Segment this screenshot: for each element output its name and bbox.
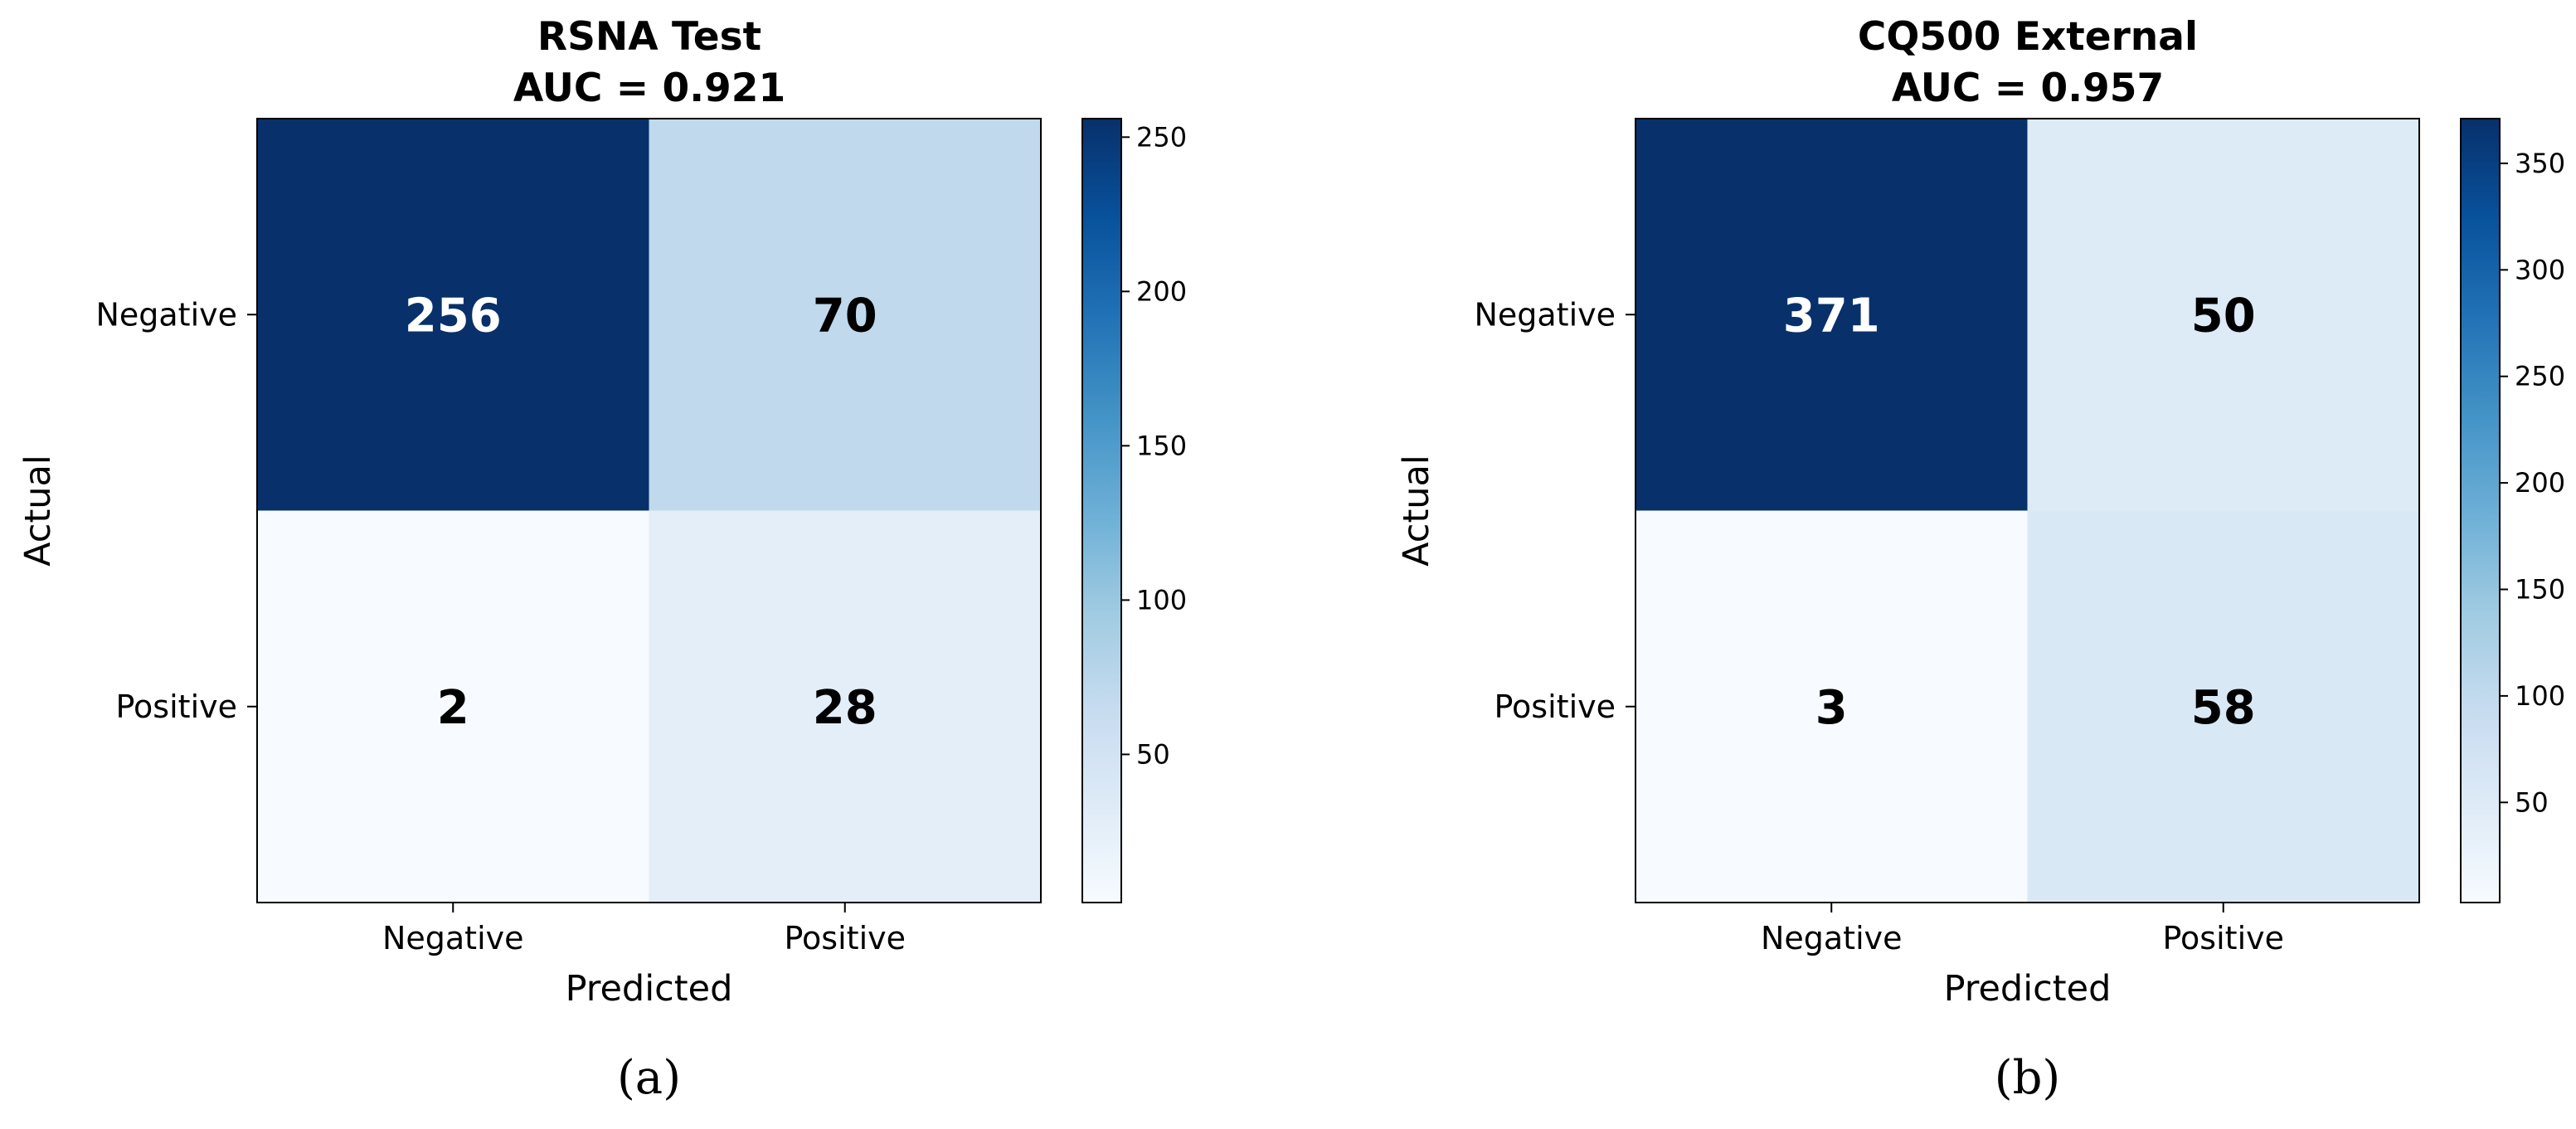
x-tick-label: Negative (382, 920, 524, 956)
panel-caption: (a) (617, 1051, 681, 1105)
x-tick-label: Positive (785, 920, 906, 956)
heatmap-cell (1636, 119, 2028, 511)
y-tick-label: Negative (95, 296, 237, 333)
y-axis-label: Actual (17, 455, 59, 567)
cell-value-label: 70 (813, 289, 877, 343)
chart-title: RSNA Test (537, 14, 761, 60)
chart-title: CQ500 External (1858, 14, 2198, 60)
heatmap-cell (649, 510, 1041, 903)
heatmap-cell (2027, 119, 2419, 511)
chart-subtitle: AUC = 0.957 (1892, 66, 2164, 111)
colorbar-tick-label: 250 (1136, 121, 1187, 153)
cell-value-label: 58 (2191, 681, 2256, 735)
chart-subtitle: AUC = 0.921 (513, 66, 785, 111)
confusion-matrix-panel-0: 256 70 2 28 RSNA Test AUC = 0.921 Negative Posi… (17, 14, 1187, 1105)
x-axis-label: Predicted (566, 968, 733, 1010)
x-tick-label: Negative (1761, 920, 1903, 956)
cell-value-label: 371 (1783, 289, 1880, 343)
heatmap-cell (1636, 510, 2028, 903)
cell-value-label: 50 (2191, 289, 2256, 343)
cell-value-label: 3 (1815, 681, 1848, 735)
colorbar-tick-label: 50 (1136, 738, 1170, 770)
y-tick-label: Negative (1474, 296, 1616, 333)
colorbar-tick-label: 150 (1136, 430, 1187, 461)
colorbar-tick-label: 100 (1136, 584, 1187, 616)
colorbar-tick-label: 250 (2515, 361, 2565, 392)
cell-value-label: 2 (437, 681, 469, 735)
confusion-matrix-panel-1: 371 50 3 58 CQ500 External AUC = 0.957 Negativ… (1396, 14, 2565, 1105)
cell-value-label: 256 (405, 289, 502, 343)
heatmap-cell (257, 119, 649, 511)
heatmap-cell (649, 119, 1041, 511)
colorbar-tick-label: 50 (2515, 786, 2549, 818)
heatmap-cell (2027, 510, 2419, 903)
colorbar-tick-label: 350 (2515, 148, 2565, 179)
heatmap-cell (257, 510, 649, 903)
plot-frame (256, 118, 1042, 903)
colorbar (1081, 118, 1122, 903)
y-tick-label: Positive (1495, 689, 1616, 725)
y-tick-label: Positive (116, 689, 238, 725)
colorbar-tick-label: 200 (1136, 275, 1187, 307)
colorbar (2460, 118, 2501, 903)
colorbar-tick-label: 150 (2515, 574, 2565, 606)
y-axis-label: Actual (1396, 455, 1437, 567)
x-axis-label: Predicted (1944, 968, 2112, 1010)
panel-caption: (b) (1995, 1051, 2061, 1105)
x-tick-label: Positive (2163, 920, 2285, 956)
colorbar-tick-label: 100 (2515, 680, 2565, 712)
colorbar-tick-label: 200 (2515, 467, 2565, 499)
colorbar-tick-label: 300 (2515, 254, 2565, 285)
cell-value-label: 28 (813, 681, 877, 735)
plot-frame (1635, 118, 2420, 903)
